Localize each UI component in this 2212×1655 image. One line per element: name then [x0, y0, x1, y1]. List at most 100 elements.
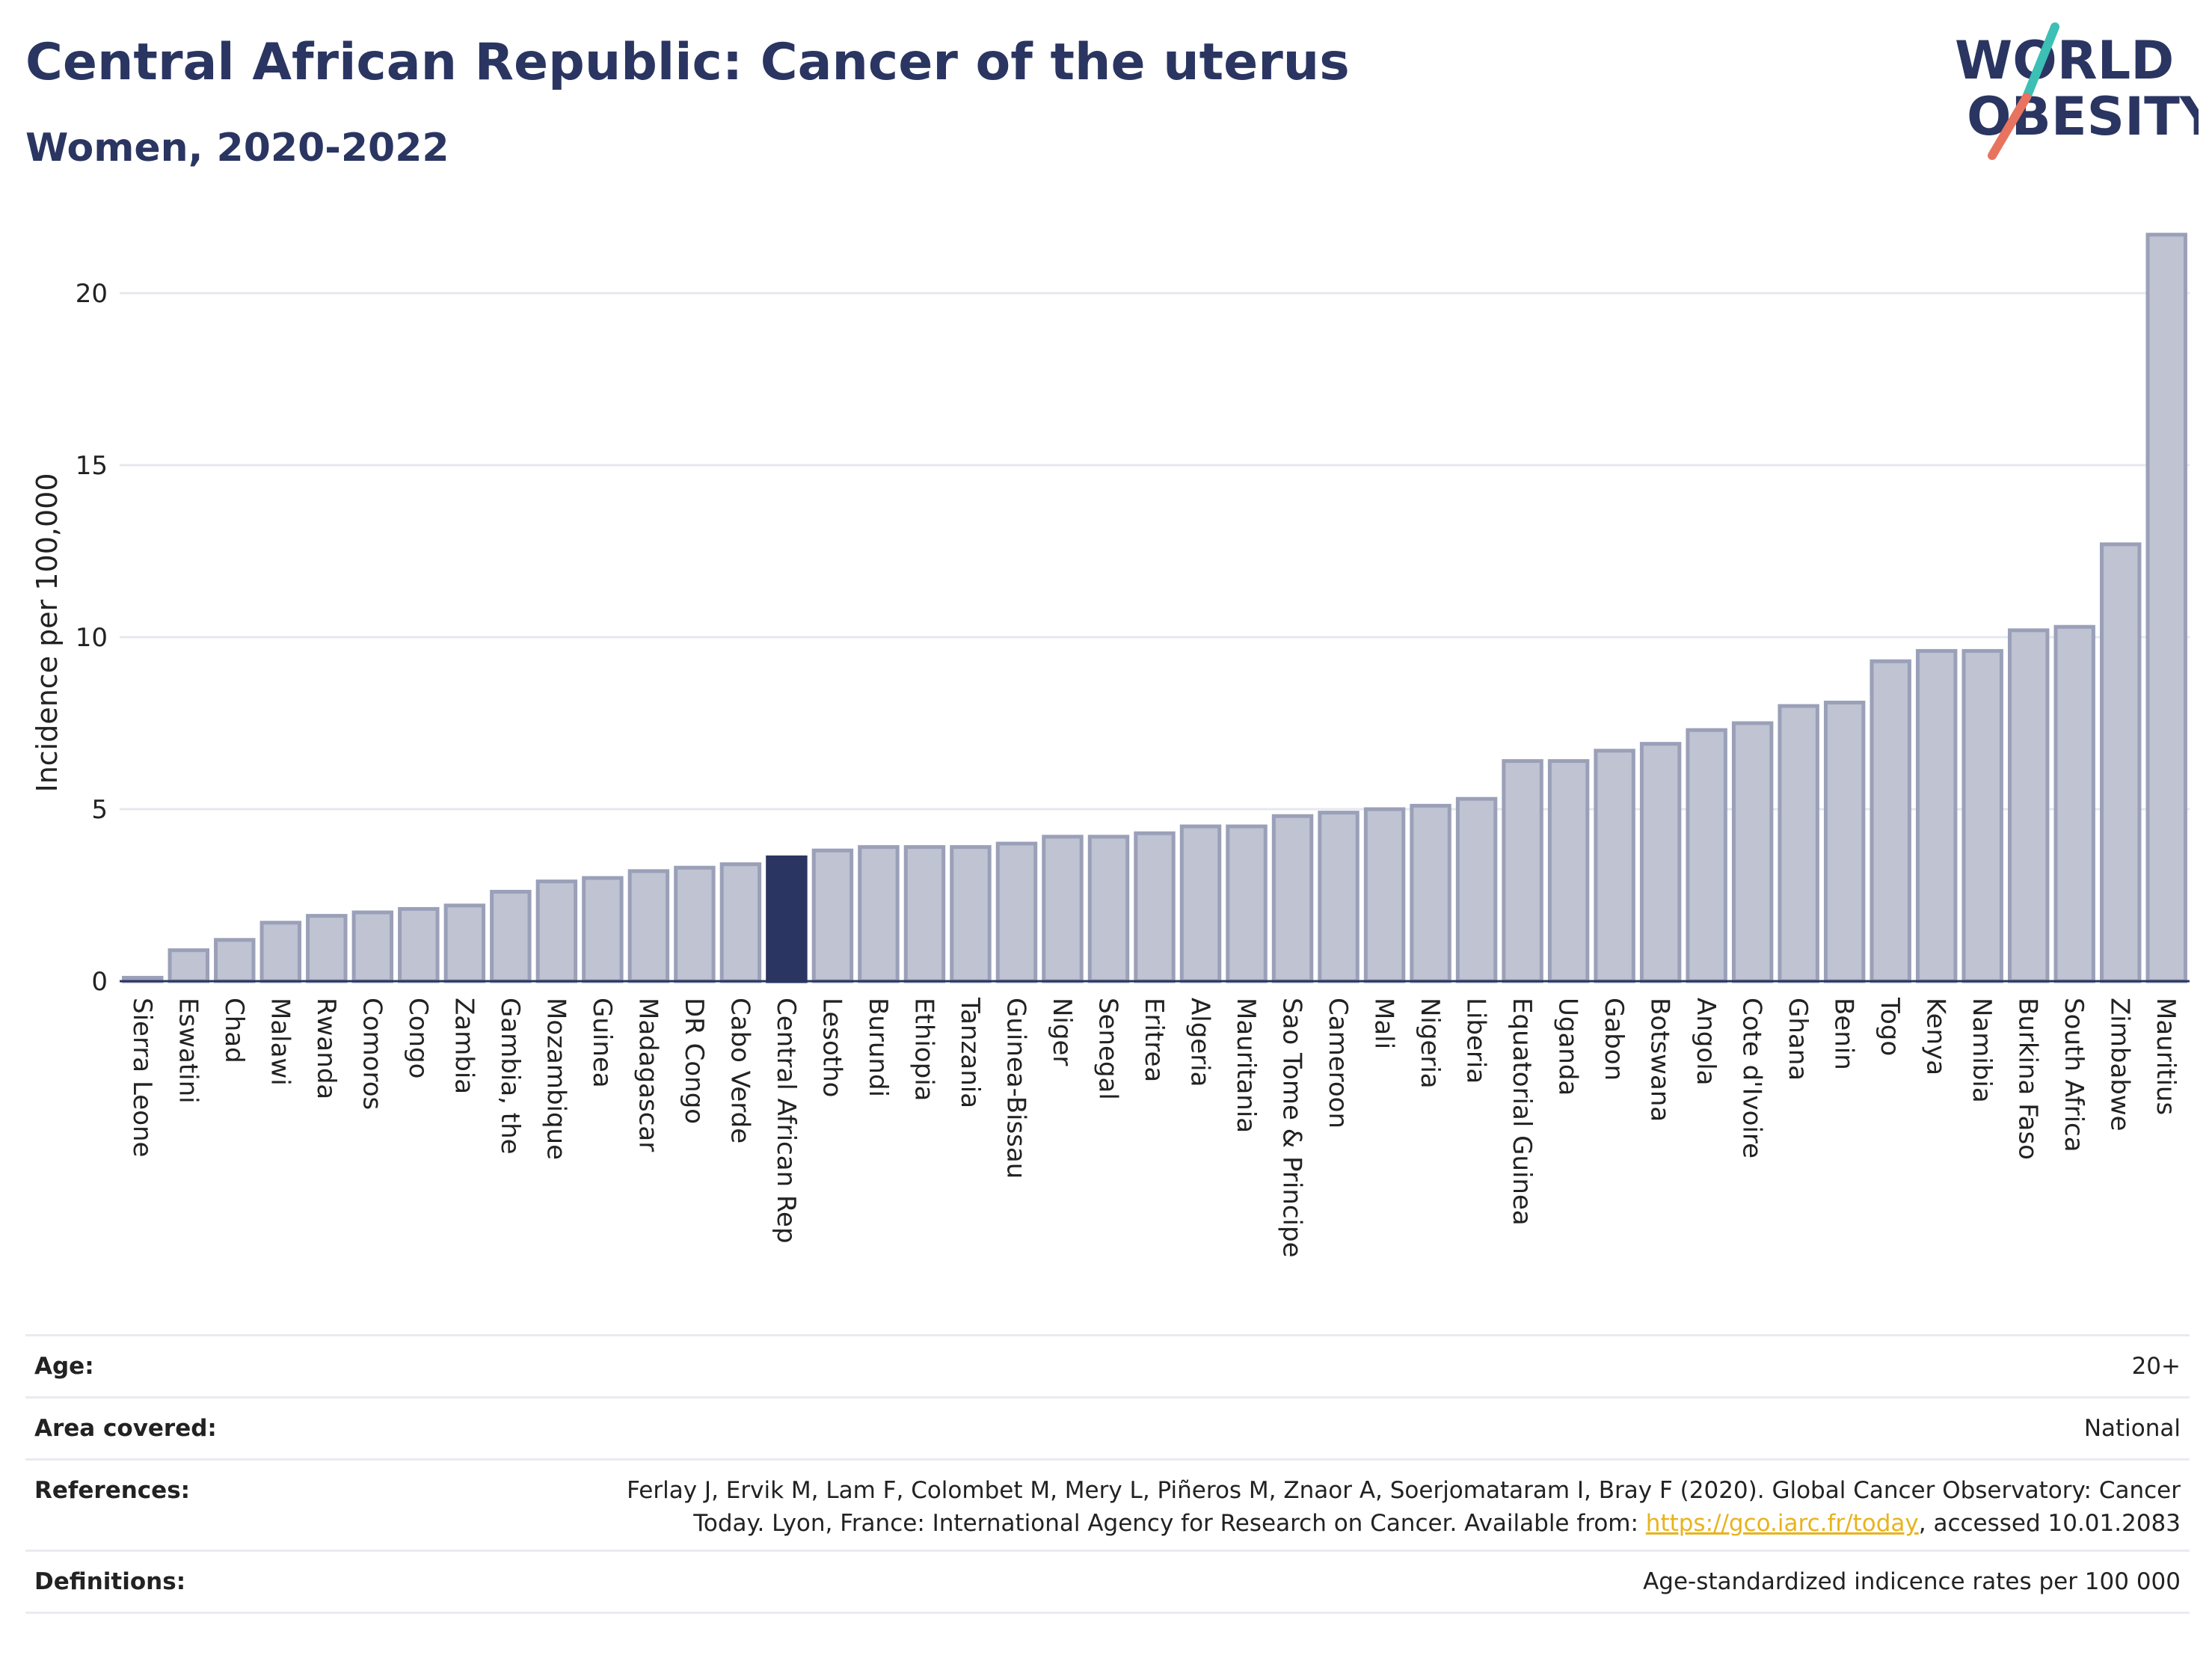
bar: [2100, 542, 2142, 983]
bar: [1731, 721, 1774, 983]
x-tick-label: Congo: [403, 998, 433, 1078]
x-tick-label: Malawi: [265, 998, 295, 1086]
bar: [766, 855, 808, 983]
bar: [2007, 628, 2050, 983]
x-tick-label: Algeria: [1185, 998, 1215, 1087]
x-tick-label: Zambia: [449, 998, 479, 1094]
bar: [1915, 648, 1958, 983]
x-tick-label: Namibia: [1967, 998, 1997, 1103]
meta-row-references: References: Ferlay J, Ervik M, Lam F, Co…: [25, 1458, 2190, 1550]
bar: [443, 903, 486, 983]
x-tick-label: Guinea: [587, 998, 617, 1088]
x-tick-label: Mozambique: [541, 998, 571, 1160]
meta-value-references: Ferlay J, Ervik M, Lam F, Colombet M, Me…: [627, 1474, 2190, 1540]
x-tick-label: Benin: [1829, 998, 1859, 1070]
bar: [1778, 704, 1819, 983]
meta-row-definitions: Definitions: Age-standardized indicence …: [25, 1550, 2190, 1614]
bar: [398, 906, 440, 983]
bar: [1318, 811, 1360, 983]
reference-line-2: Today. Lyon, France: International Agenc…: [627, 1507, 2181, 1540]
y-axis-title: Incidence per 100,000: [31, 473, 64, 792]
x-tick-label: Eritrea: [1139, 998, 1169, 1082]
bar: [1455, 796, 1498, 983]
x-tick-label: Ghana: [1783, 998, 1813, 1081]
x-tick-label: Angola: [1691, 998, 1721, 1085]
page-subtitle: Women, 2020-2022: [25, 126, 449, 171]
x-tick-label: Rwanda: [311, 998, 341, 1099]
x-tick-label: Mauritius: [2151, 998, 2181, 1115]
x-tick-label: Botswana: [1645, 998, 1675, 1122]
meta-row-age: Age: 20+: [25, 1334, 2190, 1396]
meta-key-references: References:: [34, 1477, 191, 1504]
bar: [674, 865, 716, 983]
y-tick-label: 10: [76, 623, 108, 653]
x-tick-label: Guinea-Bissau: [1001, 998, 1030, 1179]
metadata-table: Age: 20+ Area covered: National Referenc…: [25, 1334, 2190, 1614]
x-tick-label: Nigeria: [1415, 998, 1445, 1089]
x-tick-label: South Africa: [2059, 998, 2089, 1152]
bar: [259, 921, 302, 983]
reference-line-1: Ferlay J, Ervik M, Lam F, Colombet M, Me…: [627, 1477, 2181, 1504]
x-tick-label: Tanzania: [955, 997, 985, 1108]
bar: [995, 841, 1038, 983]
meta-key-area: Area covered:: [34, 1415, 217, 1442]
bar: [719, 862, 762, 983]
bar: [858, 845, 900, 983]
bar: [1547, 759, 1590, 983]
bar: [2145, 233, 2187, 983]
bar: [950, 845, 992, 983]
x-tick-label: Lesotho: [817, 998, 847, 1097]
world-obesity-logo: WORLD OBESITY: [1955, 22, 2199, 160]
x-tick-label: Mali: [1369, 998, 1399, 1049]
y-tick-label: 20: [76, 279, 108, 309]
bar: [1639, 742, 1682, 983]
x-tick-label: Sao Tome & Principe: [1277, 998, 1307, 1258]
bar: [2053, 624, 2095, 983]
bar: [1363, 807, 1406, 983]
x-tick-label: Cote d'Ivoire: [1737, 998, 1767, 1158]
reference-line-2-pre: Today. Lyon, France: International Agenc…: [693, 1510, 1646, 1537]
x-tick-label: Chad: [219, 998, 249, 1063]
x-tick-label: Central African Rep: [771, 998, 801, 1244]
bar: [1823, 700, 1866, 983]
x-tick-label: Cabo Verde: [725, 998, 755, 1143]
x-tick-label: Burundi: [863, 998, 893, 1097]
bar: [351, 910, 394, 983]
reference-link[interactable]: https://gco.iarc.fr/today: [1645, 1510, 1919, 1537]
bar: [490, 889, 532, 983]
bar: [627, 869, 670, 983]
bar: [535, 879, 578, 983]
bar: [1961, 648, 2003, 983]
x-tick-label: Zimbabwe: [2105, 998, 2135, 1132]
x-tick-label: Togo: [1875, 997, 1905, 1056]
page-title: Central African Republic: Cancer of the …: [25, 33, 1350, 92]
bar: [1087, 835, 1130, 983]
bar: [903, 845, 946, 983]
meta-value-age: 20+: [2131, 1353, 2181, 1380]
x-tick-label: Niger: [1047, 998, 1077, 1066]
bar: [306, 914, 348, 983]
x-tick-label: Ethiopia: [909, 998, 938, 1101]
meta-value-definitions: Age-standardized indicence rates per 100…: [1643, 1568, 2181, 1595]
x-tick-label: Gambia, the: [495, 998, 525, 1155]
bar: [1042, 835, 1084, 983]
x-tick-label: Gabon: [1599, 998, 1629, 1081]
bar: [1179, 824, 1222, 983]
x-tick-label: Sierra Leone: [127, 998, 157, 1157]
x-tick-label: Liberia: [1461, 998, 1491, 1084]
x-tick-label: Cameroon: [1323, 998, 1353, 1129]
bar: [214, 938, 256, 983]
bar: [168, 948, 209, 983]
bar: [1686, 728, 1727, 983]
bar-chart: 0 5 10 15 20 Incidence per 100,000 Sierra Leon…: [31, 233, 2190, 1258]
x-tick-label: Senegal: [1093, 998, 1122, 1100]
x-tick-label: Burkina Faso: [2013, 998, 2043, 1160]
bar: [1502, 759, 1543, 983]
x-tick-label: Eswatini: [173, 998, 203, 1104]
meta-key-definitions: Definitions:: [34, 1568, 186, 1595]
bar: [811, 848, 854, 983]
logo-slash-coral: [1988, 93, 2031, 160]
bar: [1594, 749, 1635, 983]
meta-key-age: Age:: [34, 1353, 94, 1380]
x-tick-label: Mauritania: [1231, 998, 1261, 1133]
